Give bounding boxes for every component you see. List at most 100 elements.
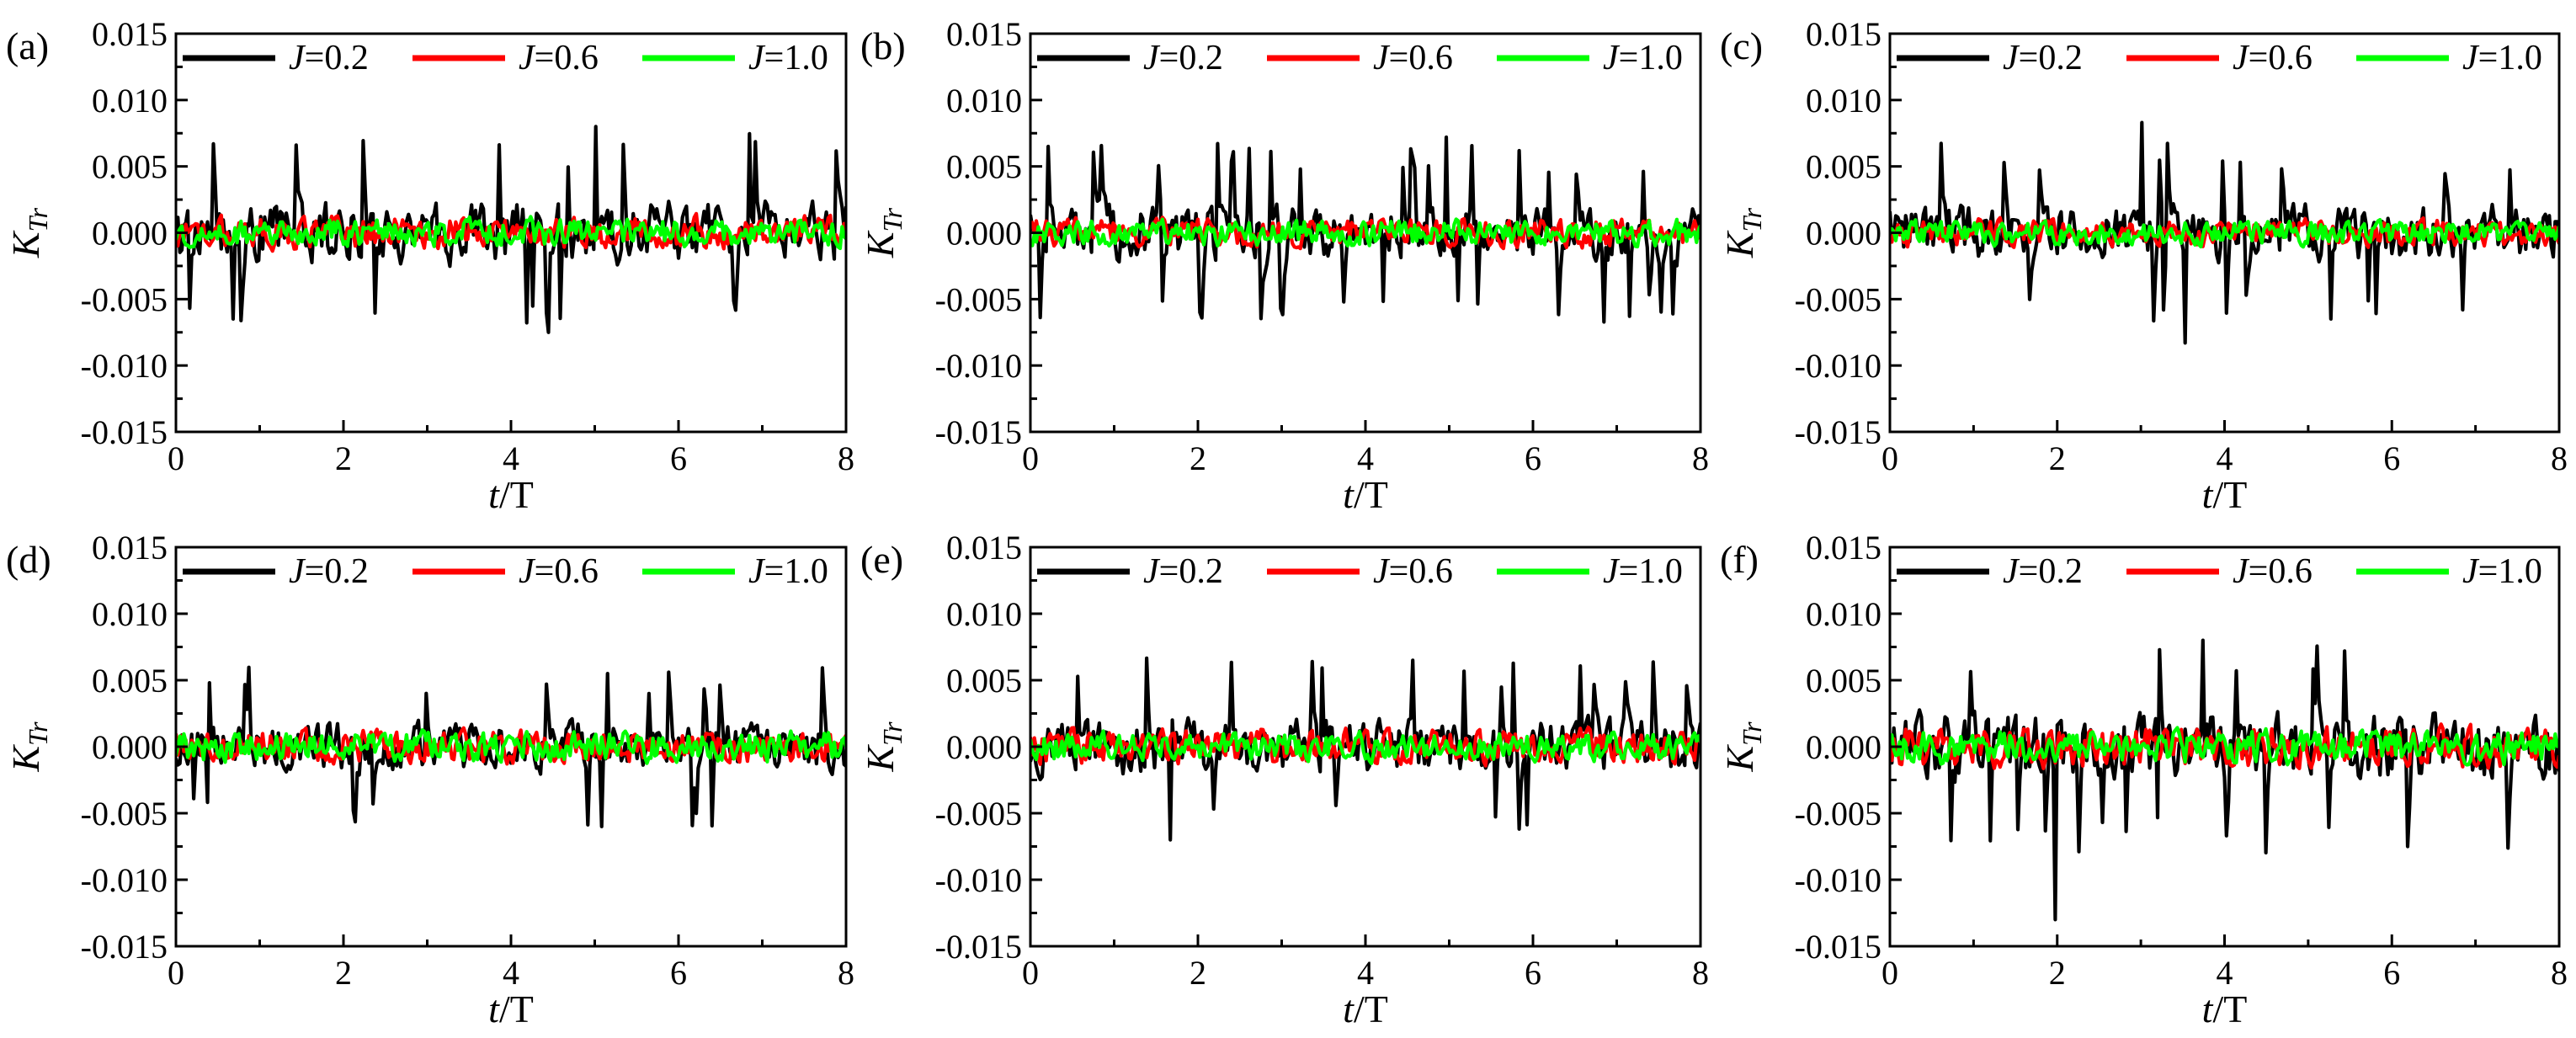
x-tick-label: 6 — [670, 954, 687, 992]
x-tick-label: 2 — [335, 439, 352, 477]
series-line-J=0.6 — [176, 726, 846, 766]
y-tick-label: 0.005 — [92, 662, 168, 700]
panel-c: -0.015 -0.010 -0.005 0.000 0.005 0.010 0.015 0 2… — [1718, 15, 2568, 516]
series-line-J=0.2 — [1030, 135, 1700, 324]
y-tick-label: 0.010 — [946, 82, 1022, 120]
x-tick-label: 4 — [503, 439, 519, 477]
x-tick-label: 8 — [2551, 954, 2568, 992]
legend-label-J=1.0: J=1.0 — [1603, 39, 1683, 77]
legend: J=0.2 J=0.6 J=1.0 — [1037, 39, 1683, 77]
plot-area — [1030, 656, 1700, 842]
panel-label: (d) — [6, 538, 51, 581]
legend-label-J=1.0: J=1.0 — [1603, 552, 1683, 591]
y-tick-label: 0.000 — [1806, 728, 1881, 766]
y-tick-label: 0.010 — [946, 595, 1022, 633]
x-tick-label: 0 — [1881, 954, 1898, 992]
legend-label-J=1.0: J=1.0 — [2462, 552, 2542, 591]
y-tick-label: -0.005 — [81, 795, 168, 833]
x-tick-label: 6 — [1525, 954, 1541, 992]
panel-d: -0.015 -0.010 -0.005 0.000 0.005 0.010 0.015 0 2… — [4, 529, 854, 1030]
legend-label-J=0.2: J=0.2 — [2003, 552, 2083, 591]
x-axis-title: t/T — [1343, 473, 1388, 516]
x-tick-label: 2 — [1190, 954, 1206, 992]
series-line-J=0.6 — [1030, 725, 1700, 768]
legend: J=0.2 J=0.6 J=1.0 — [183, 39, 828, 77]
y-tick-label: -0.005 — [935, 280, 1022, 318]
x-tick-label: 8 — [1692, 439, 1709, 477]
x-axis-title: t/T — [488, 987, 534, 1030]
panel-label: (f) — [1720, 538, 1759, 581]
x-tick-label: 4 — [503, 954, 519, 992]
series-line-J=1.0 — [176, 215, 846, 251]
legend-label-J=1.0: J=1.0 — [2462, 39, 2542, 77]
y-tick-label: 0.000 — [946, 728, 1022, 766]
legend-label-J=0.2: J=0.2 — [289, 39, 369, 77]
x-tick-label: 0 — [168, 439, 184, 477]
y-tick-label: 0.005 — [946, 148, 1022, 186]
y-axis-title: KTr — [4, 721, 53, 773]
legend-label-J=0.6: J=0.6 — [1373, 552, 1453, 591]
y-tick-label: -0.015 — [1795, 413, 1881, 451]
y-tick-label: -0.015 — [1795, 928, 1881, 966]
legend-label-J=0.2: J=0.2 — [1143, 39, 1223, 77]
y-tick-label: 0.000 — [92, 728, 168, 766]
y-tick-label: -0.015 — [935, 928, 1022, 966]
y-tick-label: 0.015 — [92, 15, 168, 53]
plot-area — [176, 665, 846, 828]
x-tick-label: 0 — [1881, 439, 1898, 477]
legend-label-J=0.2: J=0.2 — [1143, 552, 1223, 591]
panel-label: (c) — [1720, 24, 1763, 67]
y-tick-label: -0.010 — [81, 861, 168, 899]
y-tick-label: 0.005 — [1806, 662, 1881, 700]
y-tick-label: -0.015 — [935, 413, 1022, 451]
x-tick-label: 2 — [2049, 954, 2066, 992]
x-tick-label: 4 — [1357, 954, 1374, 992]
series-line-J=1.0 — [1030, 217, 1700, 249]
y-tick-label: 0.000 — [92, 215, 168, 253]
x-tick-label: 8 — [838, 439, 854, 477]
legend-label-J=0.6: J=0.6 — [2233, 552, 2313, 591]
y-tick-label: -0.010 — [1795, 861, 1881, 899]
x-tick-label: 6 — [2383, 439, 2400, 477]
y-tick-label: -0.010 — [1795, 347, 1881, 385]
series-line-J=0.2 — [1890, 120, 2559, 345]
y-tick-label: -0.010 — [935, 861, 1022, 899]
y-tick-label: 0.005 — [946, 662, 1022, 700]
y-tick-label: -0.010 — [81, 347, 168, 385]
x-tick-label: 4 — [2217, 954, 2233, 992]
x-tick-label: 2 — [335, 954, 352, 992]
x-axis-title: t/T — [1343, 987, 1388, 1030]
panel-label: (e) — [860, 538, 903, 581]
y-tick-label: 0.015 — [946, 529, 1022, 567]
y-tick-label: 0.000 — [946, 215, 1022, 253]
legend-label-J=1.0: J=1.0 — [748, 552, 828, 591]
y-tick-label: 0.005 — [1806, 148, 1881, 186]
series-line-J=1.0 — [1890, 726, 2559, 767]
y-axis-title: KTr — [859, 721, 907, 773]
x-tick-label: 0 — [1022, 954, 1039, 992]
y-tick-label: 0.015 — [1806, 529, 1881, 567]
y-tick-label: -0.005 — [81, 280, 168, 318]
x-tick-label: 8 — [1692, 954, 1709, 992]
y-tick-label: 0.010 — [92, 595, 168, 633]
x-tick-label: 2 — [2049, 439, 2066, 477]
y-tick-label: 0.010 — [1806, 82, 1881, 120]
x-tick-label: 8 — [2551, 439, 2568, 477]
panel-f: -0.015 -0.010 -0.005 0.000 0.005 0.010 0.015 0 2… — [1718, 529, 2568, 1030]
plot-area — [1890, 638, 2559, 922]
x-tick-label: 6 — [1525, 439, 1541, 477]
legend-label-J=0.6: J=0.6 — [2233, 39, 2313, 77]
y-axis-title: KTr — [1718, 721, 1767, 773]
panel-label: (a) — [6, 24, 49, 67]
y-tick-label: 0.010 — [92, 82, 168, 120]
y-axis-title: KTr — [1718, 207, 1767, 258]
y-tick-label: -0.005 — [1795, 280, 1881, 318]
y-axis-title: KTr — [859, 207, 907, 258]
legend-label-J=0.2: J=0.2 — [289, 552, 369, 591]
series-line-J=0.2 — [1890, 638, 2559, 922]
legend: J=0.2 J=0.6 J=1.0 — [1897, 552, 2542, 591]
legend-label-J=1.0: J=1.0 — [748, 39, 828, 77]
x-tick-label: 8 — [838, 954, 854, 992]
series-line-J=0.2 — [1030, 656, 1700, 842]
